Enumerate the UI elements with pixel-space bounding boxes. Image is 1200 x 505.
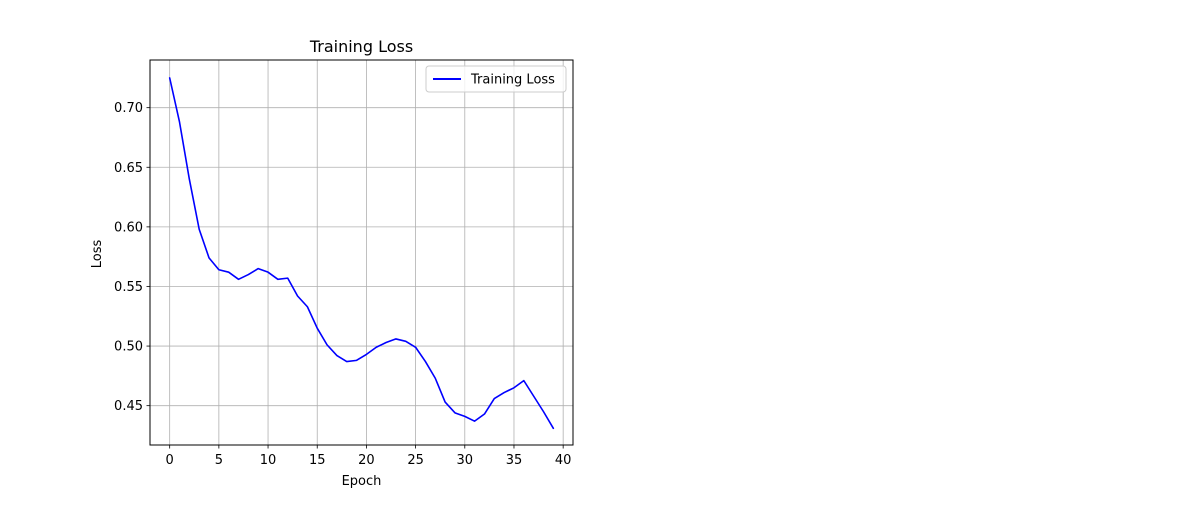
- x-tick-label: 40: [555, 453, 572, 468]
- x-tick-label: 5: [215, 453, 223, 468]
- plot-area-frame: [149, 59, 574, 446]
- chart-title: Training Loss: [309, 37, 413, 56]
- ticks: 0 5 10 15 20 25 30 35 40 0.45 0.50 0.55 0.60 0.65 0.70: [114, 101, 571, 468]
- x-tick-label: 35: [506, 453, 523, 468]
- y-axis-title: Loss: [90, 240, 105, 269]
- series-line-0: [168, 77, 555, 430]
- x-tick-label: 25: [407, 453, 424, 468]
- y-tick-label: 0.60: [114, 220, 143, 235]
- x-tick-label: 0: [166, 453, 174, 468]
- x-axis-title: Epoch: [342, 474, 382, 489]
- grid: [150, 60, 573, 445]
- legend-label: Training Loss: [470, 73, 555, 88]
- y-tick-label: 0.65: [114, 161, 143, 176]
- series-layer: [168, 77, 555, 430]
- y-tick-label: 0.50: [114, 340, 143, 355]
- x-tick-label: 20: [358, 453, 375, 468]
- x-tick-label: 15: [309, 453, 326, 468]
- legend-box: [425, 65, 567, 93]
- x-tick-label: 10: [260, 453, 277, 468]
- legend: Training Loss: [425, 65, 567, 93]
- y-tick-label: 0.45: [114, 399, 143, 414]
- y-tick-label: 0.55: [114, 280, 143, 295]
- y-tick-label: 0.70: [114, 101, 143, 116]
- x-tick-label: 30: [457, 453, 474, 468]
